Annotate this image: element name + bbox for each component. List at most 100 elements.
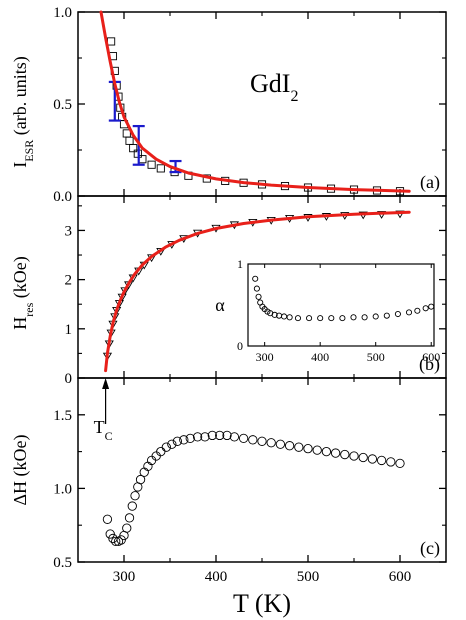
y-axis-label-c: ΔH (kOe) (10, 434, 31, 505)
data-point (172, 436, 183, 446)
data-point (129, 144, 138, 153)
x-tick-label: 300 (113, 569, 136, 585)
data-point (248, 435, 258, 445)
y-tick-label: 1.5 (53, 408, 72, 424)
y-tick-label: 0 (65, 371, 73, 387)
data-point (147, 160, 156, 169)
x-axis-label: T (K) (233, 589, 291, 618)
ylabel-text: ΔH (kOe) (10, 434, 31, 505)
fit-line (104, 210, 411, 373)
data-point (414, 307, 421, 314)
data-point (255, 293, 262, 300)
tc-label: TC (94, 417, 113, 443)
data-point (167, 439, 177, 449)
data-point (135, 474, 146, 485)
data-point (192, 432, 203, 442)
y-tick-label: 0.0 (53, 189, 72, 205)
data-point (179, 435, 189, 445)
data-point (266, 438, 276, 448)
data-point (294, 315, 302, 322)
data-point (317, 315, 324, 322)
panel-label: (b) (419, 354, 440, 375)
x-tick-label: 400 (205, 569, 228, 585)
inset-frame (247, 263, 435, 347)
data-point (146, 455, 157, 466)
data-point (286, 314, 293, 321)
data-point (127, 501, 137, 511)
data-point (130, 491, 140, 501)
data-point (330, 448, 341, 458)
ylabel-sub: res (22, 302, 36, 316)
data-point (102, 514, 113, 524)
inset-x-tick-label: 500 (367, 350, 385, 364)
inset-chart: 300 400 500 600 0 1 α (215, 257, 440, 364)
data-point (321, 446, 332, 457)
y-axis-label-b: Hres (kOe) (10, 256, 36, 329)
data-point (253, 285, 260, 292)
y-axis-label-a: IESR (arb. units) (10, 56, 36, 168)
panel-label: (c) (420, 538, 440, 559)
ylabel-sub: ESR (22, 140, 36, 162)
data-point (229, 432, 240, 442)
x-tick-label: 600 (389, 569, 412, 585)
data-point (111, 536, 121, 547)
data-point (200, 432, 210, 442)
data-point (238, 433, 249, 444)
data-point (386, 457, 396, 467)
ylabel-rest: (arb. units) (10, 56, 31, 139)
data-point (125, 136, 134, 145)
data-point (328, 315, 335, 322)
data-point (340, 449, 350, 460)
data-point (222, 430, 232, 441)
data-point (383, 312, 390, 319)
data-point (161, 442, 171, 452)
data-point (271, 311, 278, 318)
data-point (215, 430, 225, 441)
data-point (185, 433, 195, 444)
panel-c: 0.5 1.0 1.5 (c) 300 400 500 600 (53, 377, 447, 585)
data-point (405, 309, 413, 316)
data-point (207, 430, 217, 441)
data-point (139, 467, 149, 477)
data-point (294, 442, 304, 452)
data-point (284, 441, 295, 451)
data-point (156, 446, 166, 457)
compound-annotation: GdI2 (250, 69, 298, 105)
inset-y-tick-label: 1 (237, 257, 243, 271)
panel-a: 0.0 0.5 1.0 (a) GdI2 (53, 5, 447, 205)
data-point (143, 461, 153, 471)
data-point (306, 315, 313, 322)
data-point (122, 523, 132, 533)
data-point (372, 313, 379, 320)
ylabel-main: H (10, 317, 30, 330)
x-tick-label: 500 (297, 569, 320, 585)
data-point (138, 155, 147, 164)
data-point (252, 275, 259, 282)
data-point (339, 315, 346, 322)
data-point (422, 305, 429, 312)
ylabel-main: I (10, 162, 30, 168)
data-point (281, 313, 288, 320)
data-point (124, 513, 135, 523)
data-point (350, 314, 357, 321)
ylabel-rest: (kOe) (10, 256, 31, 302)
data-point (151, 451, 161, 461)
data-point (113, 536, 124, 547)
data-point (377, 211, 387, 219)
data-point (275, 439, 286, 449)
data-point (257, 436, 267, 446)
data-point (107, 37, 116, 46)
panel-label: (a) (420, 172, 440, 193)
y-tick-label: 0.5 (53, 97, 72, 113)
data-point (376, 455, 387, 466)
inset-x-tick-label: 300 (256, 350, 274, 364)
inset-y-tick-label: 0 (237, 339, 243, 353)
data-point (395, 458, 405, 469)
inset-x-tick-label: 600 (422, 350, 440, 364)
inset-y-axis-label: α (215, 295, 225, 315)
data-point (349, 451, 359, 461)
y-tick-label: 1.0 (53, 481, 72, 497)
data-point (312, 445, 322, 455)
data-point (303, 444, 313, 454)
